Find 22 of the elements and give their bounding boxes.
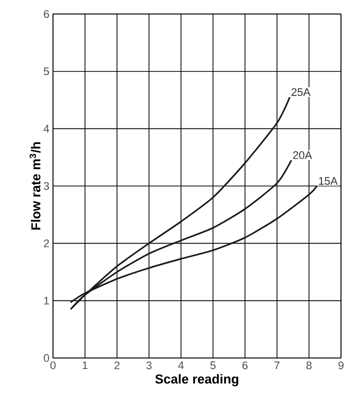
x-tick-label: 1 [82,362,88,370]
y-tick-label: 0 [44,354,49,362]
x-tick-label: 9 [338,362,344,370]
y-tick-label: 5 [44,68,49,76]
x-tick-label: 2 [114,362,120,370]
series-label: 15A [318,177,338,185]
x-tick-label: 3 [146,362,152,370]
series-label: 20A [292,151,312,160]
x-tick-label: 8 [306,362,312,370]
x-tick-label: 6 [242,362,248,370]
y-tick-label: 2 [44,240,49,248]
y-tick-label: 6 [44,10,49,18]
x-tick-label: 4 [178,362,184,370]
x-tick-label: 7 [274,362,280,370]
y-axis-title: Flow rate m$^{3}$/h [29,142,40,230]
x-tick-label: 0 [50,362,56,370]
y-tick-label: 3 [44,182,49,190]
y-tick-label: 1 [44,296,49,304]
series-label: 25A [291,88,310,96]
x-tick-label: 5 [210,362,216,370]
y-tick-label: 4 [43,124,49,132]
x-axis-title: Scale reading [155,374,238,386]
